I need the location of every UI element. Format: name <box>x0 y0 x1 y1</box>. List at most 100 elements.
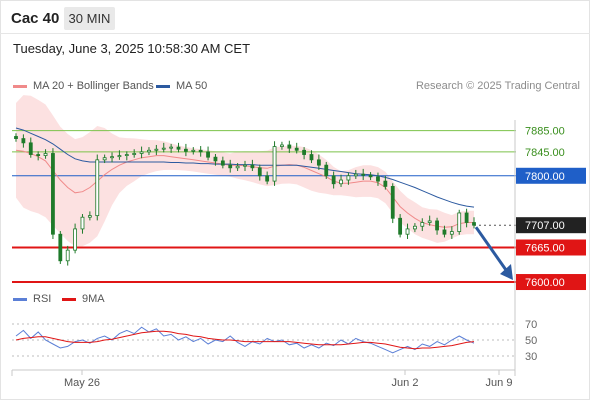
candle-body <box>449 231 454 235</box>
candle <box>353 169 358 179</box>
legend-ma20: MA 20 + Bollinger Bands <box>13 80 154 92</box>
candle <box>80 214 85 234</box>
candle-body <box>36 154 41 156</box>
rsi-tick-70: 70 <box>525 319 537 331</box>
candle <box>405 223 410 239</box>
candle <box>228 159 233 173</box>
candle <box>161 142 166 153</box>
candle <box>117 150 122 160</box>
candle-body <box>184 148 188 152</box>
candle-body <box>257 167 262 177</box>
candle-body <box>309 154 314 161</box>
candle <box>110 152 114 163</box>
candle-body <box>435 220 439 231</box>
candle <box>87 211 92 221</box>
candle-body <box>420 222 425 227</box>
candle-body <box>124 154 129 156</box>
forecast-arrow-shaft <box>474 226 508 271</box>
candle <box>73 223 77 254</box>
candle <box>420 218 425 232</box>
candle <box>124 151 129 161</box>
candle <box>176 142 181 153</box>
rsi-tick-30: 30 <box>525 351 537 363</box>
level-label-7600.00: 7600.00 <box>525 277 565 289</box>
candle <box>198 146 203 157</box>
candle-body <box>383 180 388 187</box>
candle <box>139 146 144 159</box>
candle-body <box>21 138 26 144</box>
candle <box>398 214 403 238</box>
candle <box>220 156 225 169</box>
candle-body <box>324 164 329 177</box>
candle <box>58 231 63 264</box>
candle <box>191 147 196 155</box>
candle <box>324 161 329 179</box>
candle-body <box>228 164 233 169</box>
candle <box>442 225 447 238</box>
candle <box>346 172 351 185</box>
candle-body <box>73 228 77 251</box>
candle <box>243 160 247 171</box>
ma20-label: MA 20 + Bollinger Bands <box>33 80 154 92</box>
candle <box>14 133 18 142</box>
candle-body <box>250 164 255 169</box>
candle <box>169 143 174 153</box>
candle <box>257 164 262 181</box>
candle <box>464 208 469 228</box>
x-tick-label: Jun 2 <box>392 377 419 389</box>
level-label-7665.00: 7665.00 <box>525 243 565 255</box>
candle <box>331 171 336 189</box>
chart-header: Cac 40 30 MIN <box>0 0 590 34</box>
candle <box>132 149 137 158</box>
candle-body <box>14 136 18 139</box>
candle-body <box>361 173 366 176</box>
candle-body <box>353 173 358 177</box>
ma20-swatch <box>13 84 27 88</box>
candle <box>376 172 380 186</box>
candle-body <box>339 179 343 185</box>
candle <box>368 172 373 181</box>
rsi-label: RSI <box>33 293 52 305</box>
candle <box>449 226 454 239</box>
candle <box>294 142 299 154</box>
candle <box>472 217 476 229</box>
candle <box>250 159 255 171</box>
candle-body <box>58 233 63 262</box>
candle-body <box>117 155 122 158</box>
candle <box>390 183 395 224</box>
level-label-7845.00: 7845.00 <box>525 147 565 159</box>
candle-body <box>331 175 336 185</box>
level-tag-7600.00 <box>516 274 586 291</box>
timeframe-badge[interactable]: 30 MIN <box>64 7 115 30</box>
candle <box>339 174 343 187</box>
level-label-7707.00: 7707.00 <box>525 220 565 232</box>
candle-body <box>191 149 196 152</box>
candle-body <box>132 153 137 155</box>
legend-ma50: MA 50 <box>156 80 207 92</box>
candle <box>65 245 70 266</box>
candle <box>435 217 439 235</box>
legend-rsi: RSI <box>13 293 51 305</box>
candle <box>309 150 314 164</box>
candle <box>265 171 270 185</box>
candle-body <box>28 142 33 155</box>
candle <box>51 148 55 239</box>
candle-body <box>368 174 373 178</box>
candle <box>213 154 218 166</box>
candle-body <box>147 149 151 153</box>
candle-body <box>316 159 321 166</box>
candle-body <box>280 144 284 147</box>
level-label-7885.00: 7885.00 <box>525 126 565 138</box>
candle-body <box>376 176 380 182</box>
candle <box>427 215 432 226</box>
candle-body <box>457 212 462 232</box>
candle-body <box>287 144 292 149</box>
candle-body <box>346 175 351 181</box>
candle-body <box>87 215 92 218</box>
candle <box>280 141 284 150</box>
candle-body <box>220 160 225 166</box>
rsi-line <box>15 326 475 354</box>
ma50-swatch <box>156 84 170 88</box>
candle-body <box>65 249 70 262</box>
